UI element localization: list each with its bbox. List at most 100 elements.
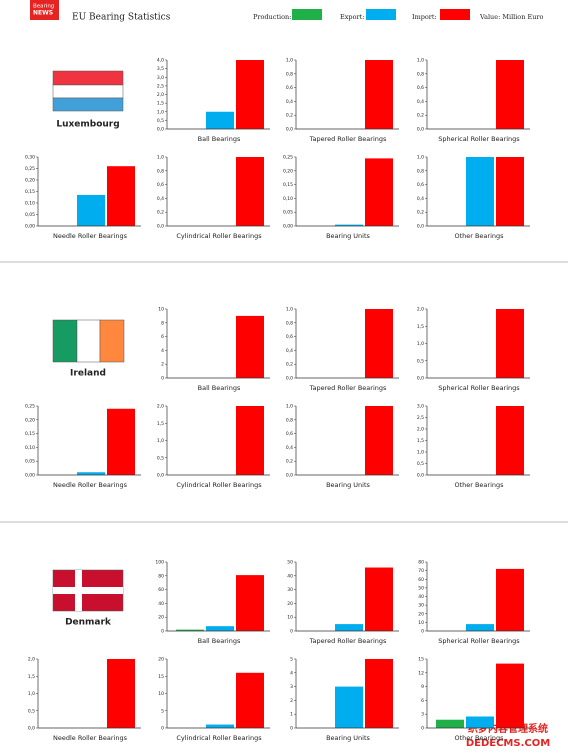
bar (206, 626, 234, 631)
y-tick-label: 10 (287, 615, 293, 621)
legend-swatch (440, 9, 470, 20)
y-tick-label: 3 (290, 684, 293, 690)
y-tick-label: 0,8 (286, 320, 293, 326)
y-tick-label: 12 (418, 670, 424, 676)
legend-swatch (366, 9, 396, 20)
y-tick-label: 0,5 (157, 455, 164, 461)
y-tick-label: 0,20 (25, 417, 35, 423)
bar (335, 686, 363, 728)
y-tick-label: 0,5 (157, 118, 164, 124)
bar (496, 60, 524, 129)
y-tick-label: 0,20 (283, 168, 293, 174)
bar (107, 659, 135, 728)
chart-title: Cylindrical Roller Bearings (176, 232, 262, 240)
y-tick-label: 0,4 (157, 196, 164, 202)
y-tick-label: 30 (418, 603, 424, 609)
y-tick-label: 1,5 (417, 438, 424, 444)
y-tick-label: 3,0 (417, 404, 424, 410)
y-tick-label: 0,2 (286, 459, 293, 465)
y-tick-label: 2,5 (417, 415, 424, 421)
y-tick-label: 0,15 (283, 182, 293, 188)
y-tick-label: 3,5 (157, 66, 164, 72)
y-tick-label: 0,05 (283, 210, 293, 216)
chart-title: Bearing Units (326, 734, 370, 742)
bar (496, 406, 524, 475)
y-tick-label: 0,8 (417, 168, 424, 174)
y-tick-label: 15 (418, 657, 424, 663)
y-tick-label: 0,5 (28, 708, 35, 714)
y-tick-label: 0,20 (25, 178, 35, 184)
y-tick-label: 0,0 (157, 473, 164, 479)
y-tick-label: 2 (290, 698, 293, 704)
bar (206, 724, 234, 728)
y-tick-label: 0,10 (283, 196, 293, 202)
chart-title: Tapered Roller Bearings (309, 384, 387, 392)
bar (206, 111, 234, 129)
y-tick-label: 2,5 (157, 83, 164, 89)
y-tick-label: 0,0 (417, 473, 424, 479)
y-tick-label: 0 (161, 376, 164, 382)
y-tick-label: 2,0 (417, 307, 424, 313)
watermark: DEDECMS.COM (466, 738, 550, 749)
y-tick-label: 3,0 (157, 75, 164, 81)
y-tick-label: 0,2 (286, 113, 293, 119)
chart-title: Spherical Roller Bearings (438, 637, 520, 645)
y-tick-label: 1,0 (157, 155, 164, 161)
y-tick-label: 10 (158, 691, 164, 697)
flag-luxembourg (52, 70, 124, 112)
y-tick-label: 0,8 (157, 168, 164, 174)
y-tick-label: 80 (158, 573, 164, 579)
bar (365, 567, 393, 631)
y-tick-label: 0,05 (25, 459, 35, 465)
y-tick-label: 4 (161, 348, 164, 354)
y-tick-label: 1,0 (417, 58, 424, 64)
y-tick-label: 20 (158, 615, 164, 621)
y-tick-label: 0 (421, 629, 424, 635)
chart-title: Ball Bearings (198, 384, 241, 392)
flag-denmark (52, 569, 124, 612)
bar (496, 157, 524, 226)
y-tick-label: 1,5 (417, 324, 424, 330)
y-tick-label: 0,8 (286, 417, 293, 423)
y-tick-label: 1,0 (286, 307, 293, 313)
y-tick-label: 0,2 (417, 210, 424, 216)
y-tick-label: 1,5 (157, 101, 164, 107)
y-tick-label: 0,25 (25, 404, 35, 410)
y-tick-label: 0,6 (286, 334, 293, 340)
y-tick-label: 1,0 (417, 155, 424, 161)
y-tick-label: 0,25 (25, 166, 35, 172)
y-tick-label: 0,10 (25, 445, 35, 451)
y-tick-label: 0,4 (417, 99, 424, 105)
y-tick-label: 50 (418, 585, 424, 591)
y-tick-label: 0,25 (283, 155, 293, 161)
bar (365, 659, 393, 728)
logo-text: NEWS (33, 10, 53, 17)
y-tick-label: 0,0 (417, 127, 424, 133)
y-tick-label: 1,0 (286, 58, 293, 64)
bar (466, 157, 494, 226)
y-tick-label: 40 (418, 594, 424, 600)
bar (236, 575, 264, 631)
bar (365, 309, 393, 378)
y-tick-label: 20 (418, 611, 424, 617)
country-name: Denmark (65, 618, 112, 628)
y-tick-label: 40 (287, 573, 293, 579)
bar (335, 624, 363, 631)
y-tick-label: 1,0 (286, 404, 293, 410)
y-tick-label: 0,05 (25, 212, 35, 218)
y-tick-label: 30 (287, 587, 293, 593)
legend-swatch (292, 9, 322, 20)
y-tick-label: 1,0 (28, 691, 35, 697)
bar (466, 624, 494, 631)
y-tick-label: 0,0 (286, 473, 293, 479)
y-tick-label: 100 (155, 560, 164, 566)
y-tick-label: 60 (158, 587, 164, 593)
y-tick-label: 0,2 (417, 113, 424, 119)
y-tick-label: 0,6 (286, 431, 293, 437)
y-tick-label: 20 (287, 601, 293, 607)
bar (236, 315, 264, 378)
y-tick-label: 0,4 (286, 99, 293, 105)
y-tick-label: 0,0 (417, 224, 424, 230)
y-tick-label: 0,0 (286, 127, 293, 133)
